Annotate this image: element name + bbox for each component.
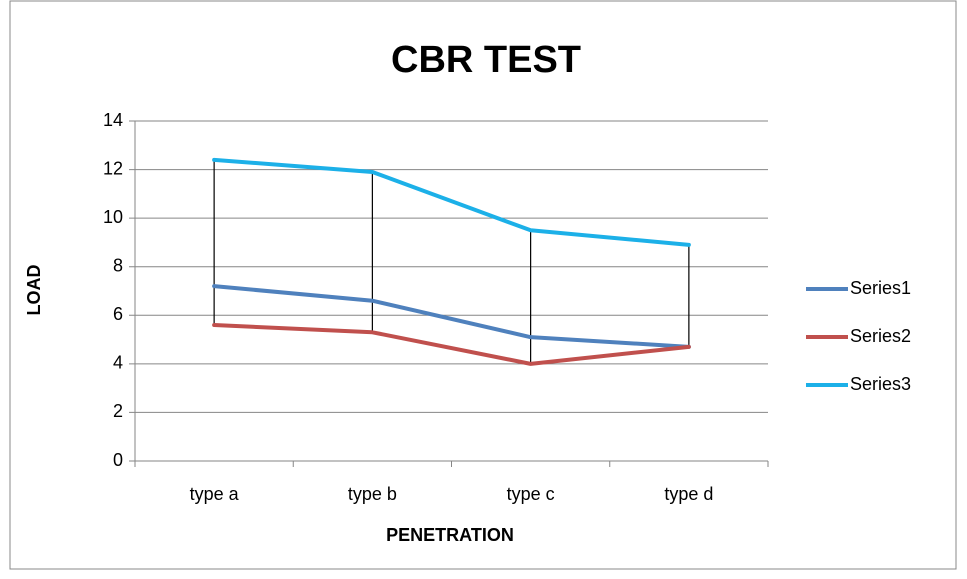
legend-label: Series2 (850, 326, 911, 346)
x-tick-label: type c (507, 484, 555, 504)
legend-label: Series1 (850, 278, 911, 298)
x-tick-label: type b (348, 484, 397, 504)
chart-title: CBR TEST (391, 39, 581, 81)
chart-border (9, 0, 957, 570)
y-tick-label: 12 (103, 158, 123, 178)
y-tick-label: 8 (113, 255, 123, 275)
y-tick-label: 10 (103, 207, 123, 227)
x-tick-label: type a (190, 484, 240, 504)
y-tick-label: 4 (113, 353, 123, 373)
y-tick-label: 6 (113, 304, 123, 324)
y-tick-label: 14 (103, 110, 123, 130)
legend-label: Series3 (850, 374, 911, 394)
series-line (212, 284, 691, 349)
y-tick-label: 2 (113, 401, 123, 421)
series-line (212, 157, 691, 247)
x-tick-label: type d (664, 484, 713, 504)
x-axis-title: PENETRATION (386, 525, 514, 545)
y-axis-title: LOAD (24, 265, 44, 316)
y-tick-label: 0 (113, 450, 123, 470)
series-line (212, 323, 691, 366)
